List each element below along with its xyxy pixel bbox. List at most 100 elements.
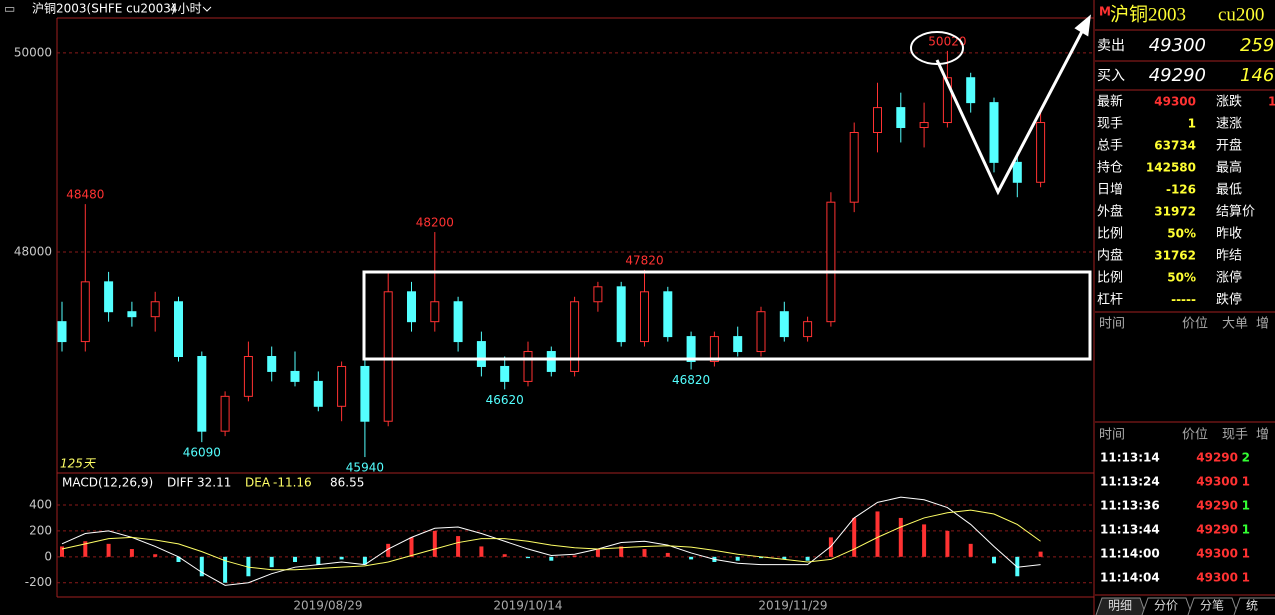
candle-body: [243, 356, 253, 397]
candle-body: [1036, 122, 1046, 183]
trade-price: 49290: [1196, 523, 1238, 537]
candle-body: [756, 311, 766, 353]
candle-body: [663, 291, 673, 338]
tab-label[interactable]: 统: [1246, 599, 1258, 613]
table-header: 时间: [1099, 317, 1125, 332]
quote-label: 速涨: [1216, 117, 1242, 132]
y-tick-label: 48000: [14, 244, 52, 258]
quote-label: 最高: [1216, 160, 1242, 176]
y-tick-label: 400: [29, 497, 52, 511]
macd-bar: [83, 541, 88, 557]
y-tick-label: 50000: [14, 45, 52, 59]
quote-value: 1: [1188, 117, 1196, 131]
ask-price: 49300: [1149, 35, 1206, 56]
bid-price: 49290: [1149, 65, 1206, 86]
tab[interactable]: [1095, 597, 1147, 615]
table-header: 增: [1256, 428, 1269, 443]
quote-label: 日增: [1097, 183, 1123, 198]
macd-diff-label: DIFF: [167, 476, 194, 490]
quote-value: 31762: [1154, 249, 1196, 263]
macd-bar: [223, 556, 228, 583]
table-header: 价位: [1182, 428, 1208, 443]
candle-body: [709, 336, 719, 362]
y-tick-label: 0: [44, 549, 52, 563]
candle-body: [290, 370, 300, 382]
macd-bar: [549, 556, 554, 561]
candle-body: [220, 395, 230, 432]
candle-body: [849, 131, 859, 203]
candle-body: [686, 336, 696, 362]
macd-bar: [642, 549, 647, 557]
macd-dea-line: [61, 509, 1041, 571]
candle-body: [896, 107, 906, 129]
candle-body: [476, 341, 486, 367]
tab-label[interactable]: 明细: [1108, 599, 1132, 613]
annotation-overlay: [362, 14, 1092, 361]
table-header: 大单: [1222, 317, 1248, 332]
candle-body: [57, 321, 67, 343]
candle-body: [640, 291, 649, 343]
quote-value: 50%: [1167, 227, 1196, 241]
trade-time: 11:13:36: [1100, 499, 1160, 513]
macd-bar: [199, 556, 204, 577]
period-select[interactable]: 4小时: [170, 2, 202, 16]
quote-label: 总手: [1097, 139, 1123, 154]
trade-price: 49300: [1196, 547, 1238, 561]
quote-label: 开盘: [1216, 138, 1242, 154]
quote-value: 50%: [1167, 271, 1196, 285]
macd-macd: 86.55: [330, 476, 364, 490]
candle-body: [313, 380, 323, 407]
bid-label: 买入: [1097, 68, 1125, 84]
dropdown-chevron: [202, 6, 212, 12]
quote-label: 昨结: [1216, 249, 1242, 264]
quote-value: 142580: [1146, 161, 1196, 175]
candle-body: [779, 311, 789, 338]
ask-label: 卖出: [1097, 38, 1125, 54]
price-annotation: 45940: [346, 461, 384, 475]
trade-volume: 1: [1242, 499, 1250, 513]
candle-body: [919, 122, 929, 129]
trade-price: 49290: [1196, 499, 1238, 513]
candle-body: [826, 201, 836, 323]
x-tick-label: 2019/08/29: [293, 599, 362, 613]
quote-value: 31972: [1154, 205, 1196, 219]
x-tick-label: 2019/10/14: [493, 599, 562, 613]
candle-body: [500, 365, 510, 382]
macd-bar: [992, 556, 996, 564]
trade-volume: 1: [1242, 523, 1250, 537]
candle-body: [104, 281, 114, 313]
macd-bar: [432, 530, 437, 557]
quote-value: 1: [1268, 95, 1275, 109]
candle-body: [430, 301, 440, 323]
tab-label[interactable]: 分笔: [1200, 598, 1224, 613]
candle-body: [733, 336, 743, 353]
tab[interactable]: [1141, 597, 1193, 615]
candle-body: [803, 321, 813, 338]
menu-icon[interactable]: ▭: [4, 2, 15, 16]
quote-value: -126: [1166, 183, 1196, 197]
macd-bar: [782, 556, 787, 560]
candle-body: [127, 311, 137, 318]
candle-body: [570, 301, 580, 372]
tab-label[interactable]: 分价: [1154, 599, 1178, 613]
candle-body: [546, 351, 556, 372]
table-header: 增: [1256, 317, 1269, 332]
macd-title: MACD(12,26,9): [62, 476, 153, 490]
peak-circle: [910, 31, 964, 65]
ask-volume: 259: [1240, 35, 1274, 56]
price-annotation: 46090: [183, 446, 221, 460]
tab[interactable]: [1233, 597, 1275, 615]
trade-volume: 1: [1242, 571, 1250, 585]
tab[interactable]: [1187, 597, 1239, 615]
quote-label: 杠杆: [1097, 292, 1123, 308]
candle-body: [407, 291, 416, 323]
macd-bar: [106, 543, 111, 557]
macd-bar: [316, 556, 321, 565]
candle-body: [616, 286, 626, 343]
trade-volume: 2: [1242, 451, 1250, 465]
macd-bar: [176, 556, 181, 562]
quote-marker: M: [1099, 5, 1111, 19]
macd-bar: [129, 549, 134, 557]
